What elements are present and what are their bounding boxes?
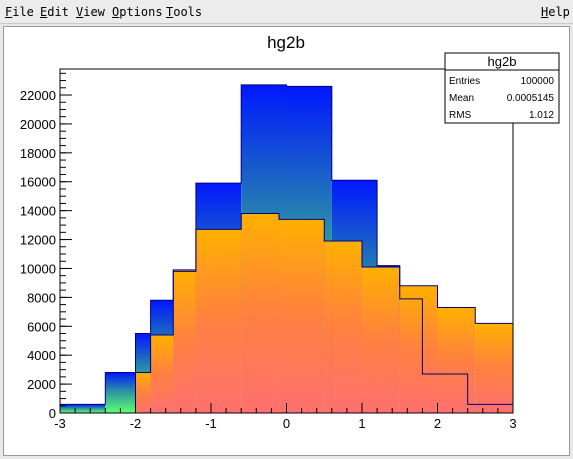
orange-red-bar [241,213,279,413]
menu-edit[interactable]: Edit [40,5,69,19]
stats-title: hg2b [488,54,517,69]
y-axis: 0 2000 4000 6000 8000 10000 12000 14000 16000 180… [20,72,72,421]
orange-red-bar [362,267,400,413]
menubar: File Edit View Options Tools Help [0,0,573,24]
y-tick-label: 20000 [20,117,56,132]
y-tick-label: 2000 [27,377,56,392]
y-tick-label: 12000 [20,233,56,248]
x-tick-label: 0 [283,416,290,431]
menu-file[interactable]: File [5,5,34,19]
menu-options[interactable]: Options [112,5,163,19]
y-tick-label: 16000 [20,175,56,190]
x-tick-label: 1 [358,416,365,431]
x-tick-label: -3 [54,416,66,431]
orange-red-bar [173,269,196,413]
orange-red-bar [399,285,438,413]
series-green-blue-outline [59,84,514,413]
x-tick-label: 2 [434,416,441,431]
y-tick-label: 22000 [20,88,56,103]
y-tick-label: 14000 [20,204,56,219]
stats-entries-value: 100000 [521,76,555,87]
orange-red-bar [437,307,476,413]
y-tick-label: 4000 [27,348,56,363]
stats-box-frame [444,52,560,124]
orange-red-bar [324,241,362,413]
y-tick-label: 8000 [27,290,56,305]
y-tick-label: 18000 [20,146,56,161]
stats-mean-value: 0.0005145 [507,93,555,104]
x-axis: -3 -2 -1 0 1 2 3 [54,403,517,431]
green-blue-bar [60,404,106,413]
stats-entries-label: Entries [449,76,480,87]
x-tick-label: -1 [205,416,217,431]
stats-box[interactable]: hg2b Entries 100000 Mean 0.0005145 RMS 1… [444,52,560,124]
orange-red-bar [150,334,174,413]
stats-rms-value: 1.012 [529,110,554,121]
orange-red-bar [135,372,151,413]
x-tick-label: -2 [130,416,142,431]
y-tick-label: 0 [49,406,56,421]
menu-help[interactable]: Help [541,5,570,19]
chart-title: hg2b [267,33,305,52]
menu-view[interactable]: View [76,5,105,19]
menu-tools[interactable]: Tools [166,5,203,19]
series-orange-red-outline [135,213,514,413]
stats-mean-label: Mean [449,93,474,104]
orange-red-bar [278,219,325,413]
series-orange-red [135,213,513,413]
y-tick-label: 10000 [20,261,56,276]
stats-rms-label: RMS [449,110,472,121]
orange-red-bar [475,323,513,413]
y-tick-label: 6000 [27,319,56,334]
x-tick-label: 3 [509,416,516,431]
green-blue-bar [105,372,136,413]
orange-red-bar [195,229,242,413]
